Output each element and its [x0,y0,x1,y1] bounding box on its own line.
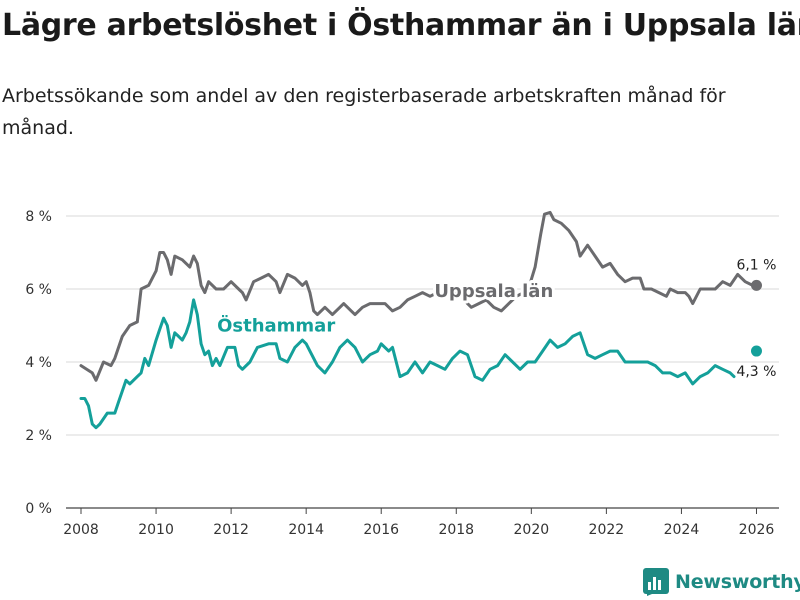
y-tick-label: 4 % [25,355,52,371]
series-line-uppsala-län [79,210,758,382]
end-point-östhammar [750,345,762,357]
x-tick-label: 2024 [664,522,700,538]
series-label-östhammar: Östhammar [217,315,335,337]
x-tick-label: 2026 [739,522,775,538]
x-tick-label: 2012 [213,522,249,538]
brand-logo: Newsworthy [643,568,800,596]
series-lines [79,210,762,430]
chart-title: Lägre arbetslöshet i Östhammar än i Upps… [2,8,800,43]
end-value-label-östhammar: 4,3 % [736,364,776,380]
y-tick-label: 0 % [25,501,52,517]
y-tick-label: 2 % [25,428,52,444]
end-value-label-uppsala-län: 6,1 % [736,257,776,273]
y-tick-label: 8 % [25,209,52,225]
x-tick-label: 2014 [288,522,324,538]
x-tick-label: 2018 [438,522,474,538]
x-tick-label: 2016 [363,522,399,538]
series-line-östhammar [79,298,736,430]
x-axis: 2008 2010 2012 2014 2016 2018 2020 2022 2024 2026 [63,507,779,538]
chart-subtitle: Arbetssökande som andel av den registerb… [2,85,726,139]
end-point-uppsala-län [750,279,762,291]
y-tick-label: 6 % [25,282,52,298]
y-axis: 0 % 2 % 4 % 6 % 8 % [25,209,52,517]
gridlines [66,215,779,436]
newsworthy-logo-icon [643,568,669,596]
brand-name: Newsworthy [675,571,800,593]
x-tick-label: 2022 [589,522,625,538]
annotations: 6,1 % 4,3 % Uppsala län Östhammar [214,257,776,380]
series-label-uppsala-län: Uppsala län [434,281,553,302]
x-tick-label: 2008 [63,522,99,538]
x-tick-label: 2010 [138,522,174,538]
x-tick-label: 2020 [514,522,550,538]
